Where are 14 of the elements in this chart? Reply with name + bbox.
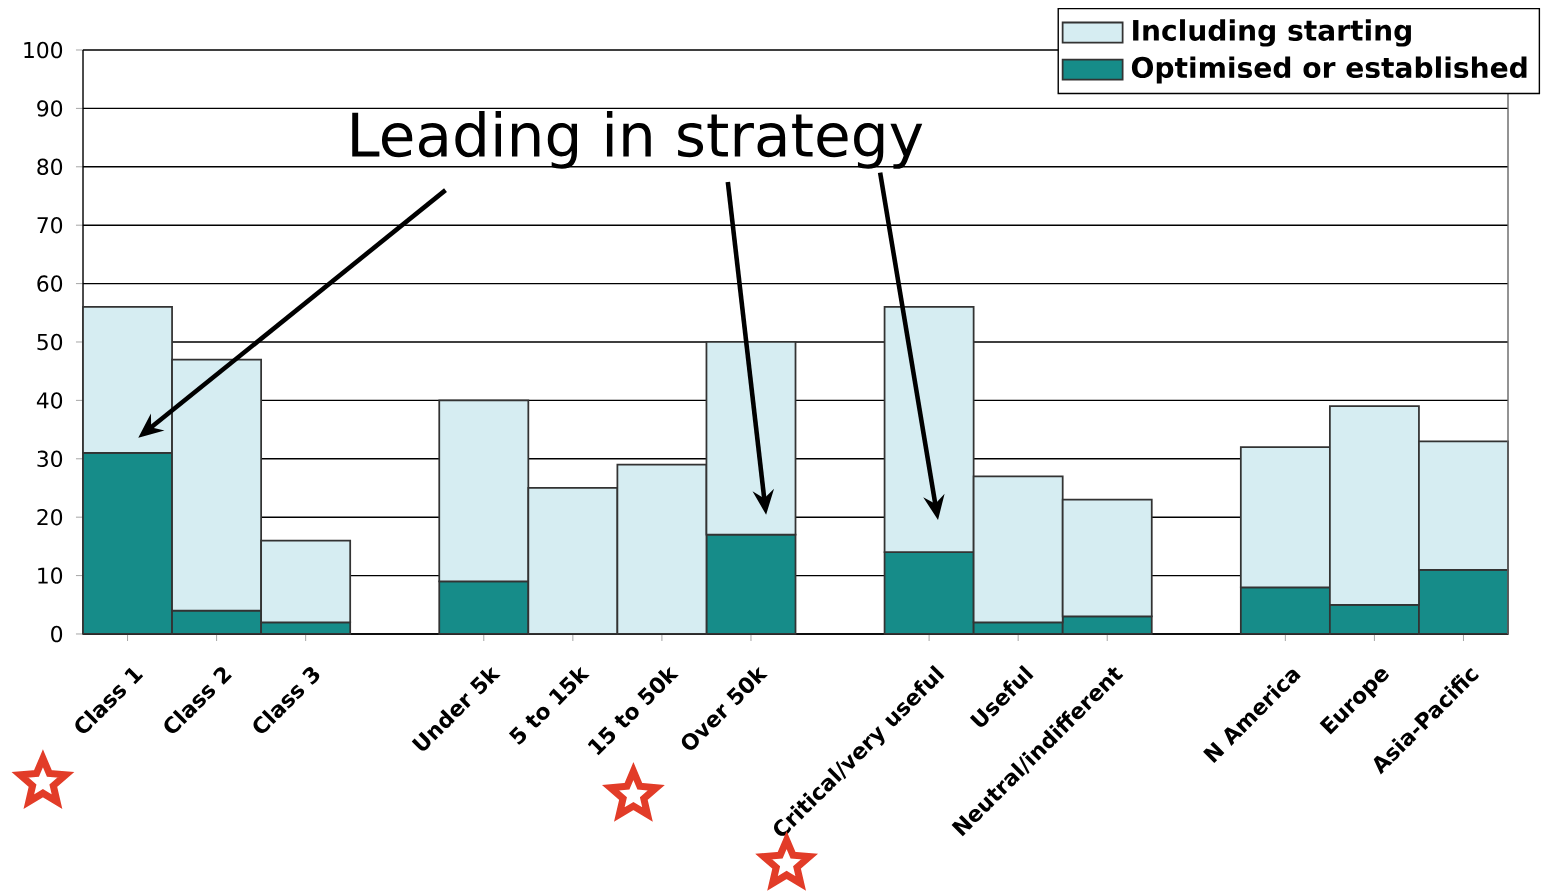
y-tick-label: 10 <box>38 567 63 584</box>
y-tick-label: 90 <box>37 100 63 117</box>
legend-label: Optimised or established <box>1131 56 1527 84</box>
annotation: Leading in strategy <box>352 110 923 169</box>
y-tick-label: 70 <box>37 216 63 234</box>
y-tick-label: 30 <box>37 450 63 468</box>
y-tick-label: 40 <box>36 392 63 409</box>
legend-label: Including starting <box>1133 19 1411 47</box>
y-tick-label: 100 <box>24 41 63 59</box>
y-tick-label: 60 <box>37 275 63 292</box>
y-tick-label: 20 <box>37 508 63 526</box>
y-tick-label: 50 <box>37 333 63 351</box>
y-tick-label: 0 <box>51 625 63 643</box>
y-tick-label: 80 <box>37 158 63 176</box>
